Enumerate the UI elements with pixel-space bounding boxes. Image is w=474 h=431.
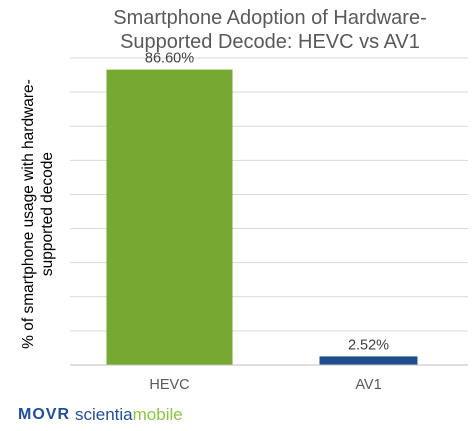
data-label-av1: 2.52% xyxy=(348,337,389,353)
bar-hevc xyxy=(106,69,233,365)
scientiamobile-logo-part-1: scientia xyxy=(75,405,133,424)
x-tick-label-av1: AV1 xyxy=(355,377,381,393)
chart-title-line-1: Smartphone Adoption of Hardware- xyxy=(113,7,427,29)
x-tick-label-hevc: HEVC xyxy=(149,377,189,393)
movr-logo: MOVR xyxy=(18,406,70,423)
chart-title: Smartphone Adoption of Hardware- Support… xyxy=(70,6,470,54)
chart-title-line-2: Supported Decode: HEVC vs AV1 xyxy=(120,31,420,53)
scientiamobile-logo-part-2: mobile xyxy=(132,405,183,424)
scientiamobile-logo: scientiamobile xyxy=(75,405,183,425)
bar-av1 xyxy=(319,356,418,365)
data-label-hevc: 86.60% xyxy=(145,51,194,67)
